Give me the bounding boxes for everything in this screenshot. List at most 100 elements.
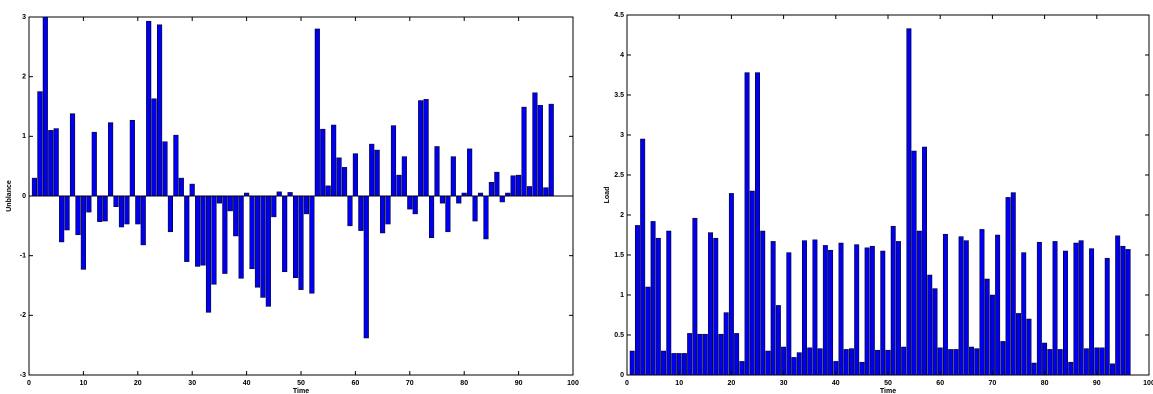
bar [1125,249,1131,376]
bar [1109,363,1115,376]
bar [942,233,948,376]
bar [1089,248,1095,376]
bar [650,221,656,376]
x-tick-label: 100 [567,380,579,387]
bar [254,195,261,288]
bar [640,138,646,376]
bar [1052,241,1058,376]
x-tick-label: 0 [27,380,31,387]
x-tick-label: 30 [188,380,196,387]
bar [233,195,239,237]
x-tick-label: 70 [406,380,414,387]
bar [802,240,807,376]
bar [80,195,86,270]
bar [271,195,277,218]
bar [969,346,974,376]
bar [423,99,429,197]
x-tick-label: 30 [780,380,788,387]
bar [396,174,402,197]
bar [1104,257,1110,376]
bar [135,195,141,225]
bar [687,333,693,376]
bar [86,195,92,213]
bar [336,157,342,197]
bar [48,130,54,197]
bar [875,349,881,376]
bar [713,237,719,376]
bar [854,244,860,376]
bar [445,195,451,233]
bar [974,348,980,376]
bar [760,230,766,376]
y-tick-label: 4 [620,52,624,59]
bar [390,125,397,197]
bar [380,195,386,234]
x-axis-label: Time [293,388,309,394]
bar [211,195,217,285]
x-tick-label: 60 [352,380,360,387]
bar [843,349,849,376]
bar [325,185,331,197]
bar [1036,241,1042,376]
x-tick-label: 80 [460,380,468,387]
x-tick-label: 40 [243,380,251,387]
bar [671,353,677,376]
bar [749,190,755,376]
bar [434,146,440,197]
bar [238,195,244,279]
bar [984,278,990,376]
y-tick-label: 3.5 [614,92,624,99]
bar [298,195,304,290]
bar [532,92,538,197]
bar [428,195,435,239]
bar [526,186,533,197]
bar [347,195,353,227]
bar [1010,192,1016,376]
x-tick-label: 10 [80,380,88,387]
bar [629,350,635,376]
bar [358,195,364,231]
y-tick-label: 2 [22,74,26,81]
bar [895,241,901,376]
bar [510,175,516,197]
bar [859,361,865,376]
y-tick-label: 0 [620,372,624,379]
bar [151,98,157,197]
x-tick-label: 10 [675,380,683,387]
bar [932,288,938,376]
bar [848,348,854,376]
bar [37,91,43,197]
bar [385,195,391,225]
bar [979,229,985,376]
x-tick-label: 20 [728,380,736,387]
bar [467,148,473,197]
bar [916,230,922,376]
bar [681,353,687,376]
x-tick-label: 40 [832,380,840,387]
bar [521,106,527,197]
bar [1115,235,1121,376]
bar [708,232,713,376]
bar [108,122,114,197]
bar [265,195,271,307]
bar [655,237,661,376]
bar [314,28,320,197]
bar [755,72,760,376]
bar [173,134,179,197]
bar [744,72,750,376]
bar [488,182,494,197]
bar [249,195,255,270]
bar [439,195,446,204]
bar [303,195,310,215]
bar [702,333,708,376]
bar [401,156,407,197]
y-tick-label: 1 [22,133,26,140]
bar [911,150,917,376]
bar [42,16,48,197]
bar [167,195,174,233]
bar [1094,347,1100,376]
y-tick-label: 3 [22,14,26,21]
bar [195,195,201,267]
bar [922,146,928,376]
bar [927,274,933,376]
